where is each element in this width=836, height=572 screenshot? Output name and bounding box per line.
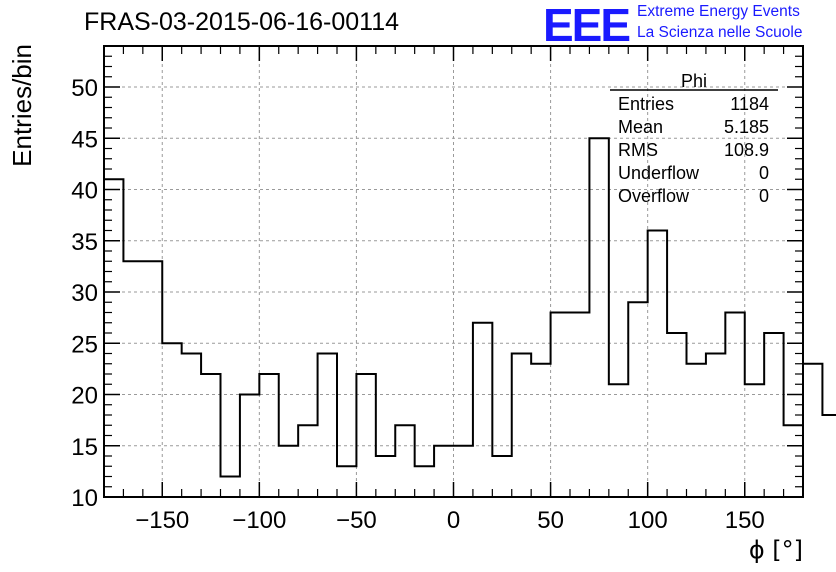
y-tick-label: 10 [71,485,98,512]
stats-label: Entries [618,94,674,114]
stats-value: 108.9 [724,140,769,160]
y-tick-label: 50 [71,75,98,102]
stats-box: Phi Entries 1184 Mean 5.185 RMS 108.9 Underflo… [610,71,778,206]
x-tick-label: −150 [135,507,189,534]
y-tick-label: 30 [71,280,98,307]
x-tick-label: 150 [725,507,765,534]
y-tick-label: 15 [71,434,98,461]
y-axis-label: Entries/bin [7,44,37,167]
x-tick-label: 50 [537,507,564,534]
histogram-step-line [104,137,836,478]
y-tick-label: 35 [71,229,98,256]
chart-title: FRAS-03-2015-06-16-00114 [84,8,400,36]
eee-logo: EEE [543,0,631,51]
y-tick-label: 40 [71,178,98,205]
stats-value: 0 [759,163,769,183]
stats-value: 0 [759,186,769,206]
stats-box-name: Phi [681,71,707,91]
x-tick-label: 100 [628,507,668,534]
grid-lines [104,46,803,497]
stats-value: 1184 [730,94,769,114]
stats-label: Overflow [618,186,690,206]
stats-label: Underflow [618,163,700,183]
stats-value: 5.185 [724,117,769,137]
x-axis-label: ϕ [°] [749,536,803,564]
y-tick-label: 25 [71,331,98,358]
stats-label: RMS [618,140,658,160]
axis-ticks [103,45,804,498]
x-tick-label: −50 [336,507,377,534]
logo-line-1: Extreme Energy Events [637,3,800,20]
x-tick-label: 0 [447,507,460,534]
y-tick-label: 45 [71,126,98,153]
x-tick-label: −100 [232,507,286,534]
tick-labels: −150 −100 −50 0 50 100 150 10 15 20 25 30 35 40 45 50 [71,75,764,534]
y-tick-label: 20 [71,383,98,410]
logo-line-2: La Scienza nelle Scuole [637,24,803,41]
stats-label: Mean [618,117,663,137]
